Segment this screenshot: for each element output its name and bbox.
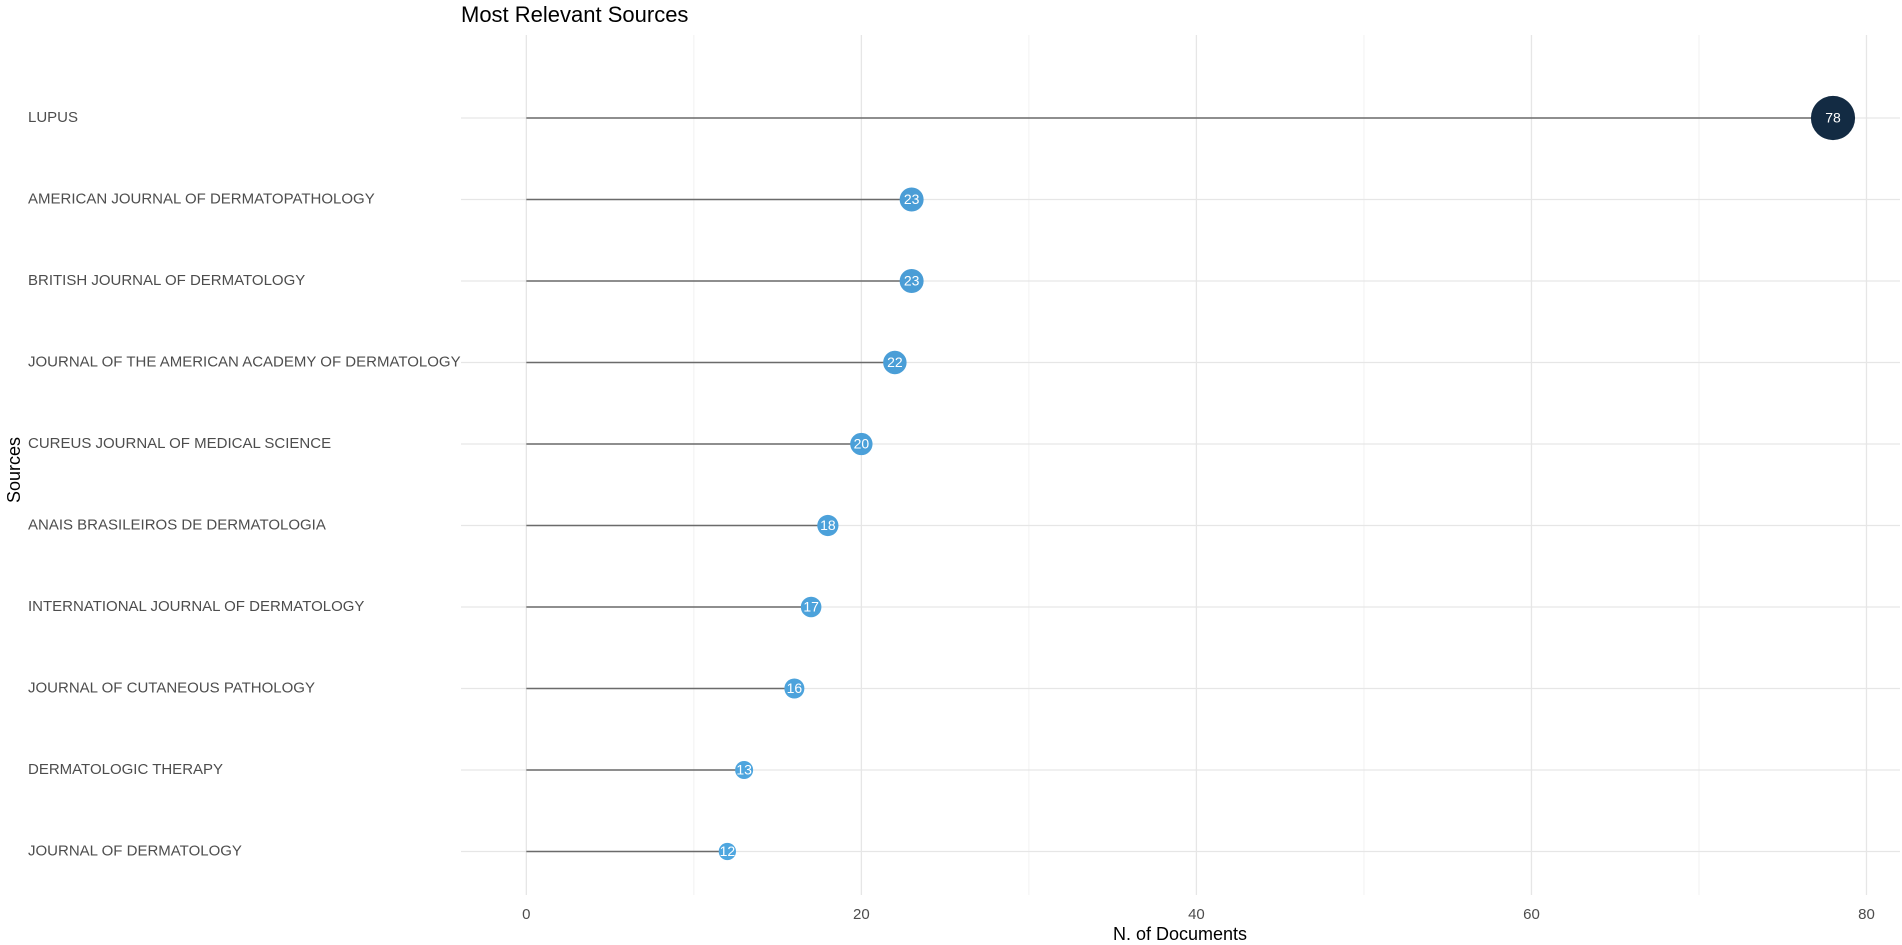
- value-label: 16: [787, 680, 803, 696]
- x-tick-label: 40: [1188, 906, 1205, 923]
- y-tick-label: AMERICAN JOURNAL OF DERMATOPATHOLOGY: [28, 190, 375, 207]
- value-label: 18: [820, 517, 836, 533]
- y-tick-label: ANAIS BRASILEIROS DE DERMATOLOGIA: [28, 516, 326, 533]
- x-tick-label: 0: [522, 906, 530, 923]
- dot: [735, 760, 754, 780]
- x-tick-label: 80: [1858, 906, 1875, 923]
- value-label: 20: [854, 436, 870, 452]
- y-axis-title: Sources: [4, 437, 24, 503]
- dot: [883, 350, 907, 375]
- dot: [817, 514, 839, 537]
- y-tick-label: INTERNATIONAL JOURNAL OF DERMATOLOGY: [28, 598, 364, 615]
- dot: [1810, 95, 1856, 141]
- y-tick-label: JOURNAL OF CUTANEOUS PATHOLOGY: [28, 679, 315, 696]
- dot: [718, 842, 737, 861]
- value-label: 12: [720, 843, 736, 859]
- y-tick-label: LUPUS: [28, 109, 78, 126]
- y-tick-label: DERMATOLOGIC THERAPY: [28, 761, 223, 778]
- dot: [784, 678, 805, 699]
- value-label: 78: [1825, 110, 1841, 126]
- y-tick-label: CUREUS JOURNAL OF MEDICAL SCIENCE: [28, 435, 331, 452]
- value-label: 22: [887, 354, 903, 370]
- value-label: 23: [904, 273, 920, 289]
- x-tick-label: 60: [1523, 906, 1540, 923]
- y-tick-label: BRITISH JOURNAL OF DERMATOLOGY: [28, 272, 305, 289]
- chart-title: Most Relevant Sources: [461, 2, 688, 27]
- dot: [800, 596, 822, 618]
- dot: [850, 432, 873, 456]
- x-axis-title: N. of Documents: [1113, 924, 1247, 944]
- value-label: 17: [803, 599, 819, 615]
- value-label: 23: [904, 191, 920, 207]
- x-tick-label: 20: [853, 906, 870, 923]
- value-label: 13: [736, 762, 752, 778]
- y-tick-label: JOURNAL OF THE AMERICAN ACADEMY OF DERMA…: [28, 353, 461, 370]
- y-tick-label: JOURNAL OF DERMATOLOGY: [28, 842, 242, 859]
- dot: [899, 269, 924, 293]
- dot: [899, 187, 924, 212]
